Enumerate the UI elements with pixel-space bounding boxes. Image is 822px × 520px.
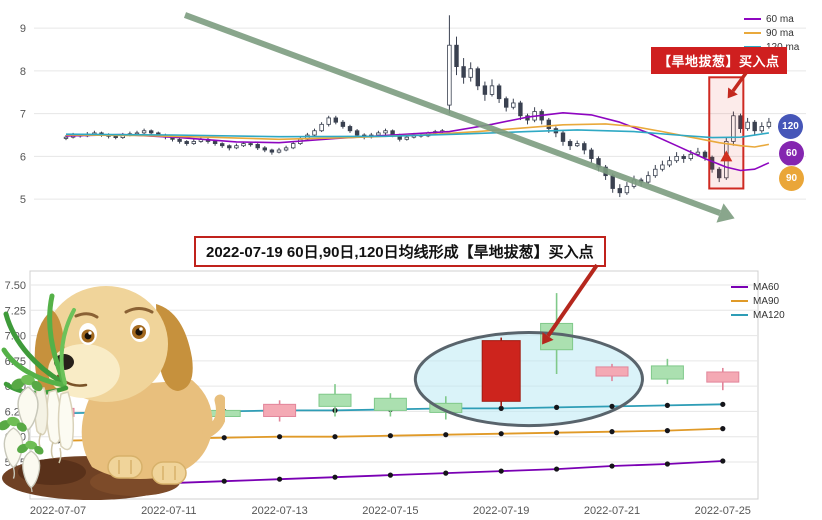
eye-highlight <box>88 331 92 335</box>
MA90-swatch <box>731 300 748 302</box>
dog-left-brow <box>74 312 99 319</box>
ma60-endpoint-badge: 60 <box>779 141 804 166</box>
MA60-legend-label: MA60 <box>753 281 780 293</box>
ma90-endpoint-badge: 90 <box>779 166 804 191</box>
svg-text:9: 9 <box>20 23 26 35</box>
dog-scallion-illustration <box>1 286 225 500</box>
buy-point-callout: 【旱地拔葱】买入点 <box>651 47 787 74</box>
dog-right-paw <box>151 461 187 485</box>
legend-row-90ma: 90 ma <box>744 26 799 40</box>
svg-text:2022-07-21: 2022-07-21 <box>584 505 640 517</box>
svg-text:2022-07-19: 2022-07-19 <box>473 505 529 517</box>
bottom-chart-legend: MA60 MA90 MA120 <box>731 280 785 322</box>
scallion-leaf <box>47 293 66 383</box>
svg-text:7: 7 <box>20 109 26 121</box>
dog-right-brow <box>124 307 154 314</box>
svg-text:2022-07-13: 2022-07-13 <box>251 505 307 517</box>
svg-text:6: 6 <box>20 151 26 163</box>
paw-toes <box>118 460 176 480</box>
ma120-endpoint-badge: 120 <box>778 114 803 139</box>
ma120-badge-label: 120 <box>782 121 799 132</box>
dog-body <box>81 380 213 480</box>
svg-text:8: 8 <box>20 66 26 78</box>
scallion-roots <box>38 432 62 464</box>
top-candlestick-chart: 9 8 7 6 5 <box>20 15 806 206</box>
radish <box>14 439 46 492</box>
svg-text:2022-07-25: 2022-07-25 <box>695 505 751 517</box>
dog-tail <box>202 394 225 438</box>
svg-text:7.50: 7.50 <box>5 280 26 292</box>
scallion-leaf <box>3 311 65 385</box>
MA90-legend-label: MA90 <box>753 295 780 307</box>
legend-row-60ma: 60 ma <box>744 12 799 26</box>
legend-row-MA90: MA90 <box>731 294 785 308</box>
ma60-swatch <box>744 18 761 20</box>
MA120-legend-label: MA120 <box>753 309 785 321</box>
svg-text:2022-07-11: 2022-07-11 <box>141 505 196 517</box>
svg-text:2022-07-07: 2022-07-07 <box>30 505 86 517</box>
legend-row-MA60: MA60 <box>731 280 785 294</box>
radishes-illustration <box>0 374 46 492</box>
ma90-swatch <box>744 32 761 34</box>
MA120-swatch <box>731 314 748 316</box>
svg-text:2022-07-15: 2022-07-15 <box>362 505 418 517</box>
eye-highlight <box>139 327 143 331</box>
scallion-bulb <box>57 391 75 451</box>
svg-text:5: 5 <box>20 194 26 206</box>
ma60-badge-label: 60 <box>785 148 798 159</box>
svg-text:7.25: 7.25 <box>5 305 26 317</box>
ma60-legend-label: 60 ma <box>766 13 794 25</box>
MA60-swatch <box>731 286 748 288</box>
ma90-badge-label: 90 <box>785 173 798 184</box>
buy-point-annotation: 2022-07-19 60日,90日,120日均线形成【旱地拔葱】买入点 <box>194 236 606 267</box>
dog-left-paw <box>107 455 143 479</box>
ma90-legend-label: 90 ma <box>766 27 794 39</box>
scallion-leaf <box>1 347 67 388</box>
dog-right-ear <box>156 304 193 391</box>
scallion-leaf <box>59 308 76 385</box>
legend-row-MA120: MA120 <box>731 308 785 322</box>
